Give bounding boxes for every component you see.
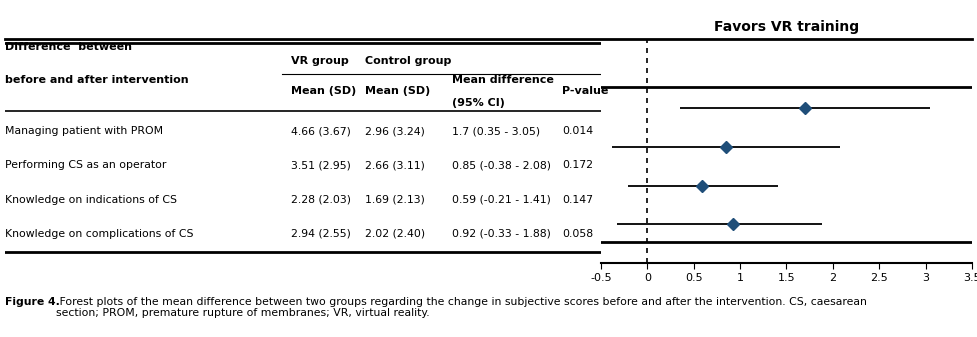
Text: 0.172: 0.172 [562, 160, 593, 170]
Text: Control group: Control group [365, 56, 451, 66]
Text: P-value: P-value [562, 87, 609, 96]
Text: 2.94 (2.55): 2.94 (2.55) [291, 229, 351, 239]
Text: Mean (SD): Mean (SD) [365, 87, 431, 96]
Text: Mean (SD): Mean (SD) [291, 87, 357, 96]
Text: Knowledge on indications of CS: Knowledge on indications of CS [5, 194, 177, 205]
Text: 0.92 (-0.33 - 1.88): 0.92 (-0.33 - 1.88) [451, 229, 551, 239]
Text: Forest plots of the mean difference between two groups regarding the change in s: Forest plots of the mean difference betw… [56, 297, 867, 318]
Text: before and after intervention: before and after intervention [5, 74, 189, 85]
Text: 0.147: 0.147 [562, 194, 593, 205]
Text: 0.014: 0.014 [562, 126, 593, 136]
Text: 3.51 (2.95): 3.51 (2.95) [291, 160, 351, 170]
Text: 2.02 (2.40): 2.02 (2.40) [365, 229, 426, 239]
Text: 1.7 (0.35 - 3.05): 1.7 (0.35 - 3.05) [451, 126, 540, 136]
Text: Favors VR training: Favors VR training [714, 20, 859, 34]
Text: 4.66 (3.67): 4.66 (3.67) [291, 126, 351, 136]
Text: Performing CS as an operator: Performing CS as an operator [5, 160, 166, 170]
Text: Knowledge on complications of CS: Knowledge on complications of CS [5, 229, 193, 239]
Text: 0.85 (-0.38 - 2.08): 0.85 (-0.38 - 2.08) [451, 160, 551, 170]
Text: 2.96 (3.24): 2.96 (3.24) [365, 126, 425, 136]
Text: Figure 4.: Figure 4. [5, 297, 60, 307]
Text: (95% CI): (95% CI) [451, 98, 505, 108]
Text: 0.058: 0.058 [562, 229, 593, 239]
Text: Difference  between: Difference between [5, 42, 132, 52]
Text: 1.69 (2.13): 1.69 (2.13) [365, 194, 425, 205]
Text: 0.59 (-0.21 - 1.41): 0.59 (-0.21 - 1.41) [451, 194, 551, 205]
Text: 2.66 (3.11): 2.66 (3.11) [365, 160, 425, 170]
Text: Managing patient with PROM: Managing patient with PROM [5, 126, 163, 136]
Text: Mean difference: Mean difference [451, 75, 554, 85]
Text: VR group: VR group [291, 56, 349, 66]
Text: 2.28 (2.03): 2.28 (2.03) [291, 194, 351, 205]
